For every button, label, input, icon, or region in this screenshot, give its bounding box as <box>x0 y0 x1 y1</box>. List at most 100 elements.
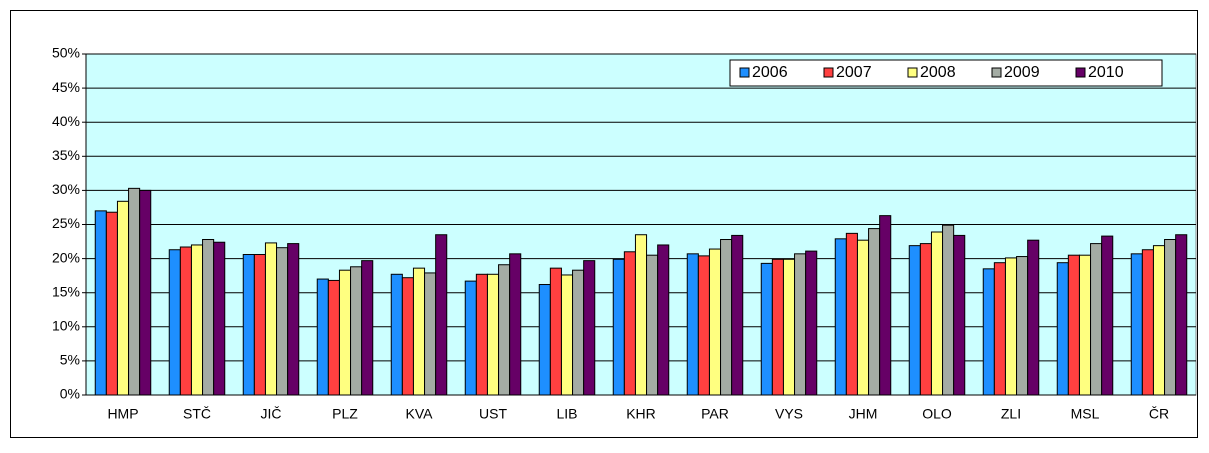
bar <box>1056 262 1069 396</box>
bar <box>1130 253 1143 396</box>
bar <box>583 260 596 396</box>
y-tick-label: 5% <box>60 352 80 368</box>
x-tick-label: MSL <box>1071 406 1100 422</box>
legend-swatch <box>991 67 1002 78</box>
bar <box>105 211 118 396</box>
y-tick-label: 0% <box>60 386 80 402</box>
legend-swatch <box>907 67 918 78</box>
legend-label: 2010 <box>1088 64 1124 81</box>
bar <box>1152 245 1166 396</box>
bar <box>1016 256 1029 396</box>
legend-label: 2009 <box>1004 64 1040 81</box>
bar <box>782 258 796 396</box>
bar <box>731 234 744 396</box>
legend-label: 2006 <box>752 64 788 81</box>
bar <box>1067 254 1080 396</box>
bar <box>179 246 192 396</box>
bar <box>401 277 414 396</box>
bar <box>116 200 130 396</box>
bar <box>868 228 881 396</box>
bar <box>1141 249 1154 396</box>
y-tick-label: 20% <box>52 249 80 265</box>
legend-box <box>729 59 1163 87</box>
legend-label: 2008 <box>920 64 956 81</box>
y-tick-label: 15% <box>52 283 80 299</box>
bar <box>538 284 551 396</box>
x-tick-label: UST <box>479 406 507 422</box>
bar <box>697 255 710 396</box>
bar <box>128 187 141 396</box>
bar <box>390 273 403 396</box>
legend-swatch <box>1075 67 1086 78</box>
bar <box>412 267 426 396</box>
x-tick-label: ZLI <box>1001 406 1021 422</box>
y-tick-label: 40% <box>52 113 80 129</box>
bar <box>276 247 289 396</box>
bar <box>1078 254 1092 396</box>
y-tick-label: 45% <box>52 79 80 95</box>
bar <box>942 224 955 396</box>
bar <box>930 231 944 396</box>
bar <box>1004 257 1018 396</box>
bar <box>1090 243 1103 396</box>
bar <box>361 260 374 396</box>
bar <box>287 243 300 396</box>
bar <box>190 244 204 396</box>
bar <box>498 264 511 396</box>
x-tick-label: PAR <box>701 406 729 422</box>
x-tick-label: LIB <box>556 406 577 422</box>
y-tick-label: 50% <box>52 45 80 61</box>
legend-label: 2007 <box>836 64 872 81</box>
x-tick-label: JHM <box>849 406 878 422</box>
x-tick-label: VYS <box>775 406 803 422</box>
bar <box>435 234 448 396</box>
bar <box>908 245 921 396</box>
bar <box>982 268 995 396</box>
bar <box>953 234 966 396</box>
x-tick-label: OLO <box>922 406 952 422</box>
bar <box>475 273 488 396</box>
bar <box>560 274 574 396</box>
y-tick-label: 30% <box>52 181 80 197</box>
x-tick-label: KVA <box>406 406 434 422</box>
x-tick-label: JIČ <box>261 406 282 422</box>
bar <box>993 262 1006 396</box>
bar <box>1101 235 1114 396</box>
bar <box>202 239 215 396</box>
bar <box>686 253 699 396</box>
bar <box>213 241 226 396</box>
x-tick-label: HMP <box>107 406 138 422</box>
bar <box>94 210 107 396</box>
bar <box>253 254 266 396</box>
bar <box>168 249 181 396</box>
bar <box>549 267 562 396</box>
bar <box>708 248 722 396</box>
bar <box>794 253 807 396</box>
bar <box>879 215 892 396</box>
bar <box>845 232 858 396</box>
bar <box>139 189 152 396</box>
bar <box>424 272 437 396</box>
bar <box>509 253 522 396</box>
y-tick-label: 25% <box>52 215 80 231</box>
legend-swatch <box>823 67 834 78</box>
bar <box>1027 239 1040 396</box>
bar <box>612 258 625 396</box>
bar <box>919 243 932 396</box>
bar <box>623 251 636 396</box>
bar <box>264 242 278 396</box>
bar <box>646 254 659 396</box>
y-tick-label: 10% <box>52 318 80 334</box>
bar <box>634 234 648 396</box>
bar <box>350 266 363 396</box>
x-tick-label: STČ <box>183 406 211 422</box>
bar <box>316 278 329 396</box>
bar <box>720 239 733 396</box>
bar <box>1175 234 1188 396</box>
bar <box>338 269 352 396</box>
x-tick-label: PLZ <box>332 406 358 422</box>
bar <box>242 254 255 396</box>
bar <box>572 269 585 396</box>
bar <box>760 262 773 396</box>
